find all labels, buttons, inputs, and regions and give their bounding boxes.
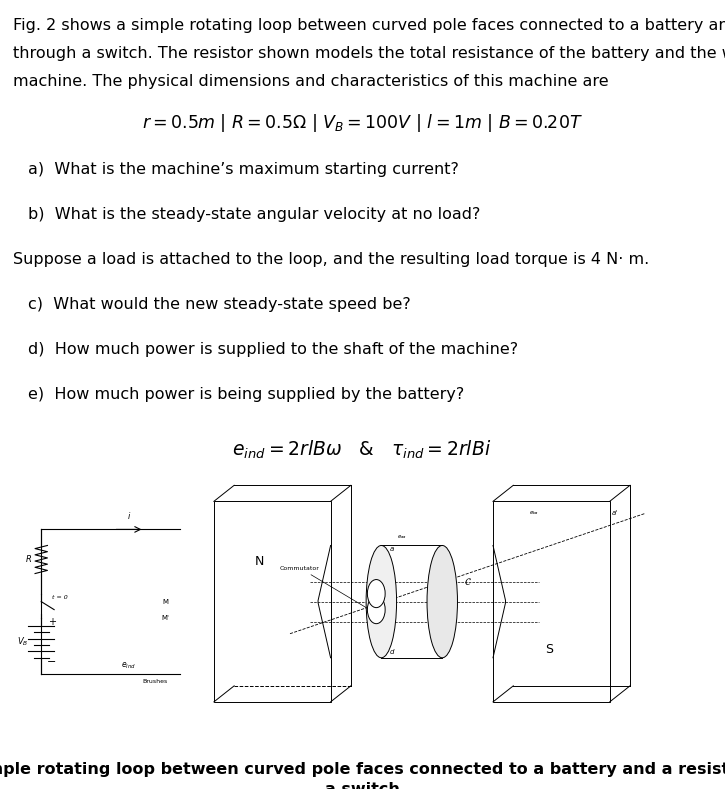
Text: a': a' <box>612 510 618 516</box>
Ellipse shape <box>368 580 385 608</box>
Text: $e_{ind}$: $e_{ind}$ <box>121 660 136 671</box>
Text: through a switch. The resistor shown models the total resistance of the battery : through a switch. The resistor shown mod… <box>13 46 725 61</box>
Text: Fig. 2 shows a simple rotating loop between curved pole faces connected to a bat: Fig. 2 shows a simple rotating loop betw… <box>13 18 725 33</box>
Text: a: a <box>389 547 394 552</box>
Text: S: S <box>544 643 553 656</box>
Text: t = 0: t = 0 <box>51 595 67 600</box>
Text: Fig. 2 A simple rotating loop between curved pole faces connected to a battery a: Fig. 2 A simple rotating loop between cu… <box>0 762 725 777</box>
Text: $e_{ba}$: $e_{ba}$ <box>529 510 539 518</box>
Text: M: M <box>162 599 168 604</box>
Text: $V_B$: $V_B$ <box>17 635 29 648</box>
Ellipse shape <box>368 596 385 623</box>
Text: e)  How much power is being supplied by the battery?: e) How much power is being supplied by t… <box>28 387 464 402</box>
Text: c)  What would the new steady-state speed be?: c) What would the new steady-state speed… <box>28 297 411 312</box>
Text: a switch: a switch <box>325 782 399 789</box>
Text: machine. The physical dimensions and characteristics of this machine are: machine. The physical dimensions and cha… <box>13 74 608 89</box>
Text: Commutator: Commutator <box>280 566 373 611</box>
Text: Brushes: Brushes <box>142 679 167 684</box>
Text: d)  How much power is supplied to the shaft of the machine?: d) How much power is supplied to the sha… <box>28 342 518 357</box>
Ellipse shape <box>366 545 397 658</box>
Text: +: + <box>48 617 56 626</box>
Text: Suppose a load is attached to the loop, and the resulting load torque is 4 N· m.: Suppose a load is attached to the loop, … <box>13 252 650 267</box>
Text: $\mathcal{C}$: $\mathcal{C}$ <box>464 576 471 587</box>
Text: d: d <box>389 649 394 655</box>
Ellipse shape <box>427 545 457 658</box>
Text: $r = 0.5m\ |\ R = 0.5\Omega\ |\ V_B = 100V\ |\ l = 1m\ |\ B = 0.20T$: $r = 0.5m\ |\ R = 0.5\Omega\ |\ V_B = 10… <box>141 112 582 134</box>
Text: R: R <box>25 555 31 564</box>
Text: a)  What is the machine’s maximum starting current?: a) What is the machine’s maximum startin… <box>28 162 459 177</box>
Text: i: i <box>128 512 130 522</box>
Text: N: N <box>255 555 264 568</box>
Text: b)  What is the steady-state angular velocity at no load?: b) What is the steady-state angular velo… <box>28 207 481 222</box>
Text: $e_{ind} = 2rlB\omega$   &   $\tau_{ind} = 2rlBi$: $e_{ind} = 2rlB\omega$ & $\tau_{ind} = 2… <box>233 439 492 462</box>
Text: $e_{aa}$: $e_{aa}$ <box>397 533 407 541</box>
Text: −: − <box>47 656 57 667</box>
Text: M': M' <box>161 615 169 621</box>
